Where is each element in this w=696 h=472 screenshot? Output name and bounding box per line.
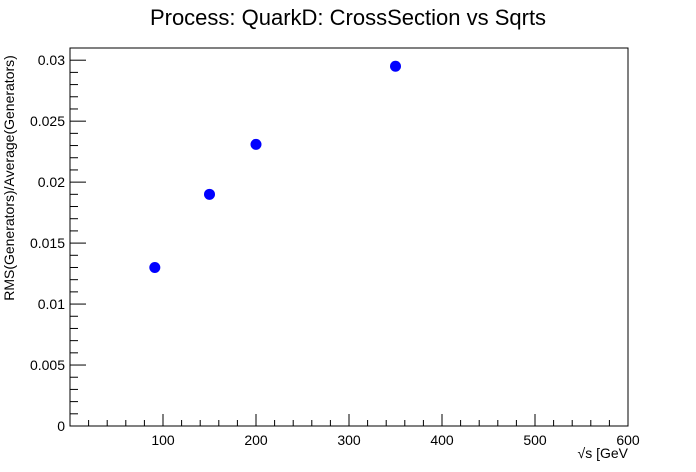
y-axis: 0 0.005 0.01 0.015 0.02 0.025 0.03 [30,47,86,434]
x-axis: 100 200 300 400 500 600 [88,414,640,448]
x-tick-label: 200 [244,432,268,448]
y-tick-label: 0.025 [30,113,65,129]
x-tick-label: 500 [523,432,547,448]
chart-title: Process: QuarkD: CrossSection vs Sqrts [150,5,546,30]
y-tick-label: 0.005 [30,357,65,373]
y-tick-label: 0.02 [38,174,65,190]
x-axis-label: √s [GeV [578,445,629,461]
y-tick-label: 0.015 [30,235,65,251]
y-axis-label: RMS(Generators)/Average(Generators) [1,55,17,301]
x-tick-label: 300 [337,432,361,448]
y-tick-label: 0 [57,418,65,434]
x-tick-label: 600 [616,432,640,448]
data-point [250,138,262,150]
data-point [149,261,161,273]
x-tick-label: 100 [151,432,175,448]
y-tick-label: 0.03 [38,52,65,68]
data-points [149,60,401,273]
data-point [390,60,401,72]
x-tick-label: 400 [430,432,454,448]
data-point [204,188,215,200]
y-tick-label: 0.01 [38,296,65,312]
